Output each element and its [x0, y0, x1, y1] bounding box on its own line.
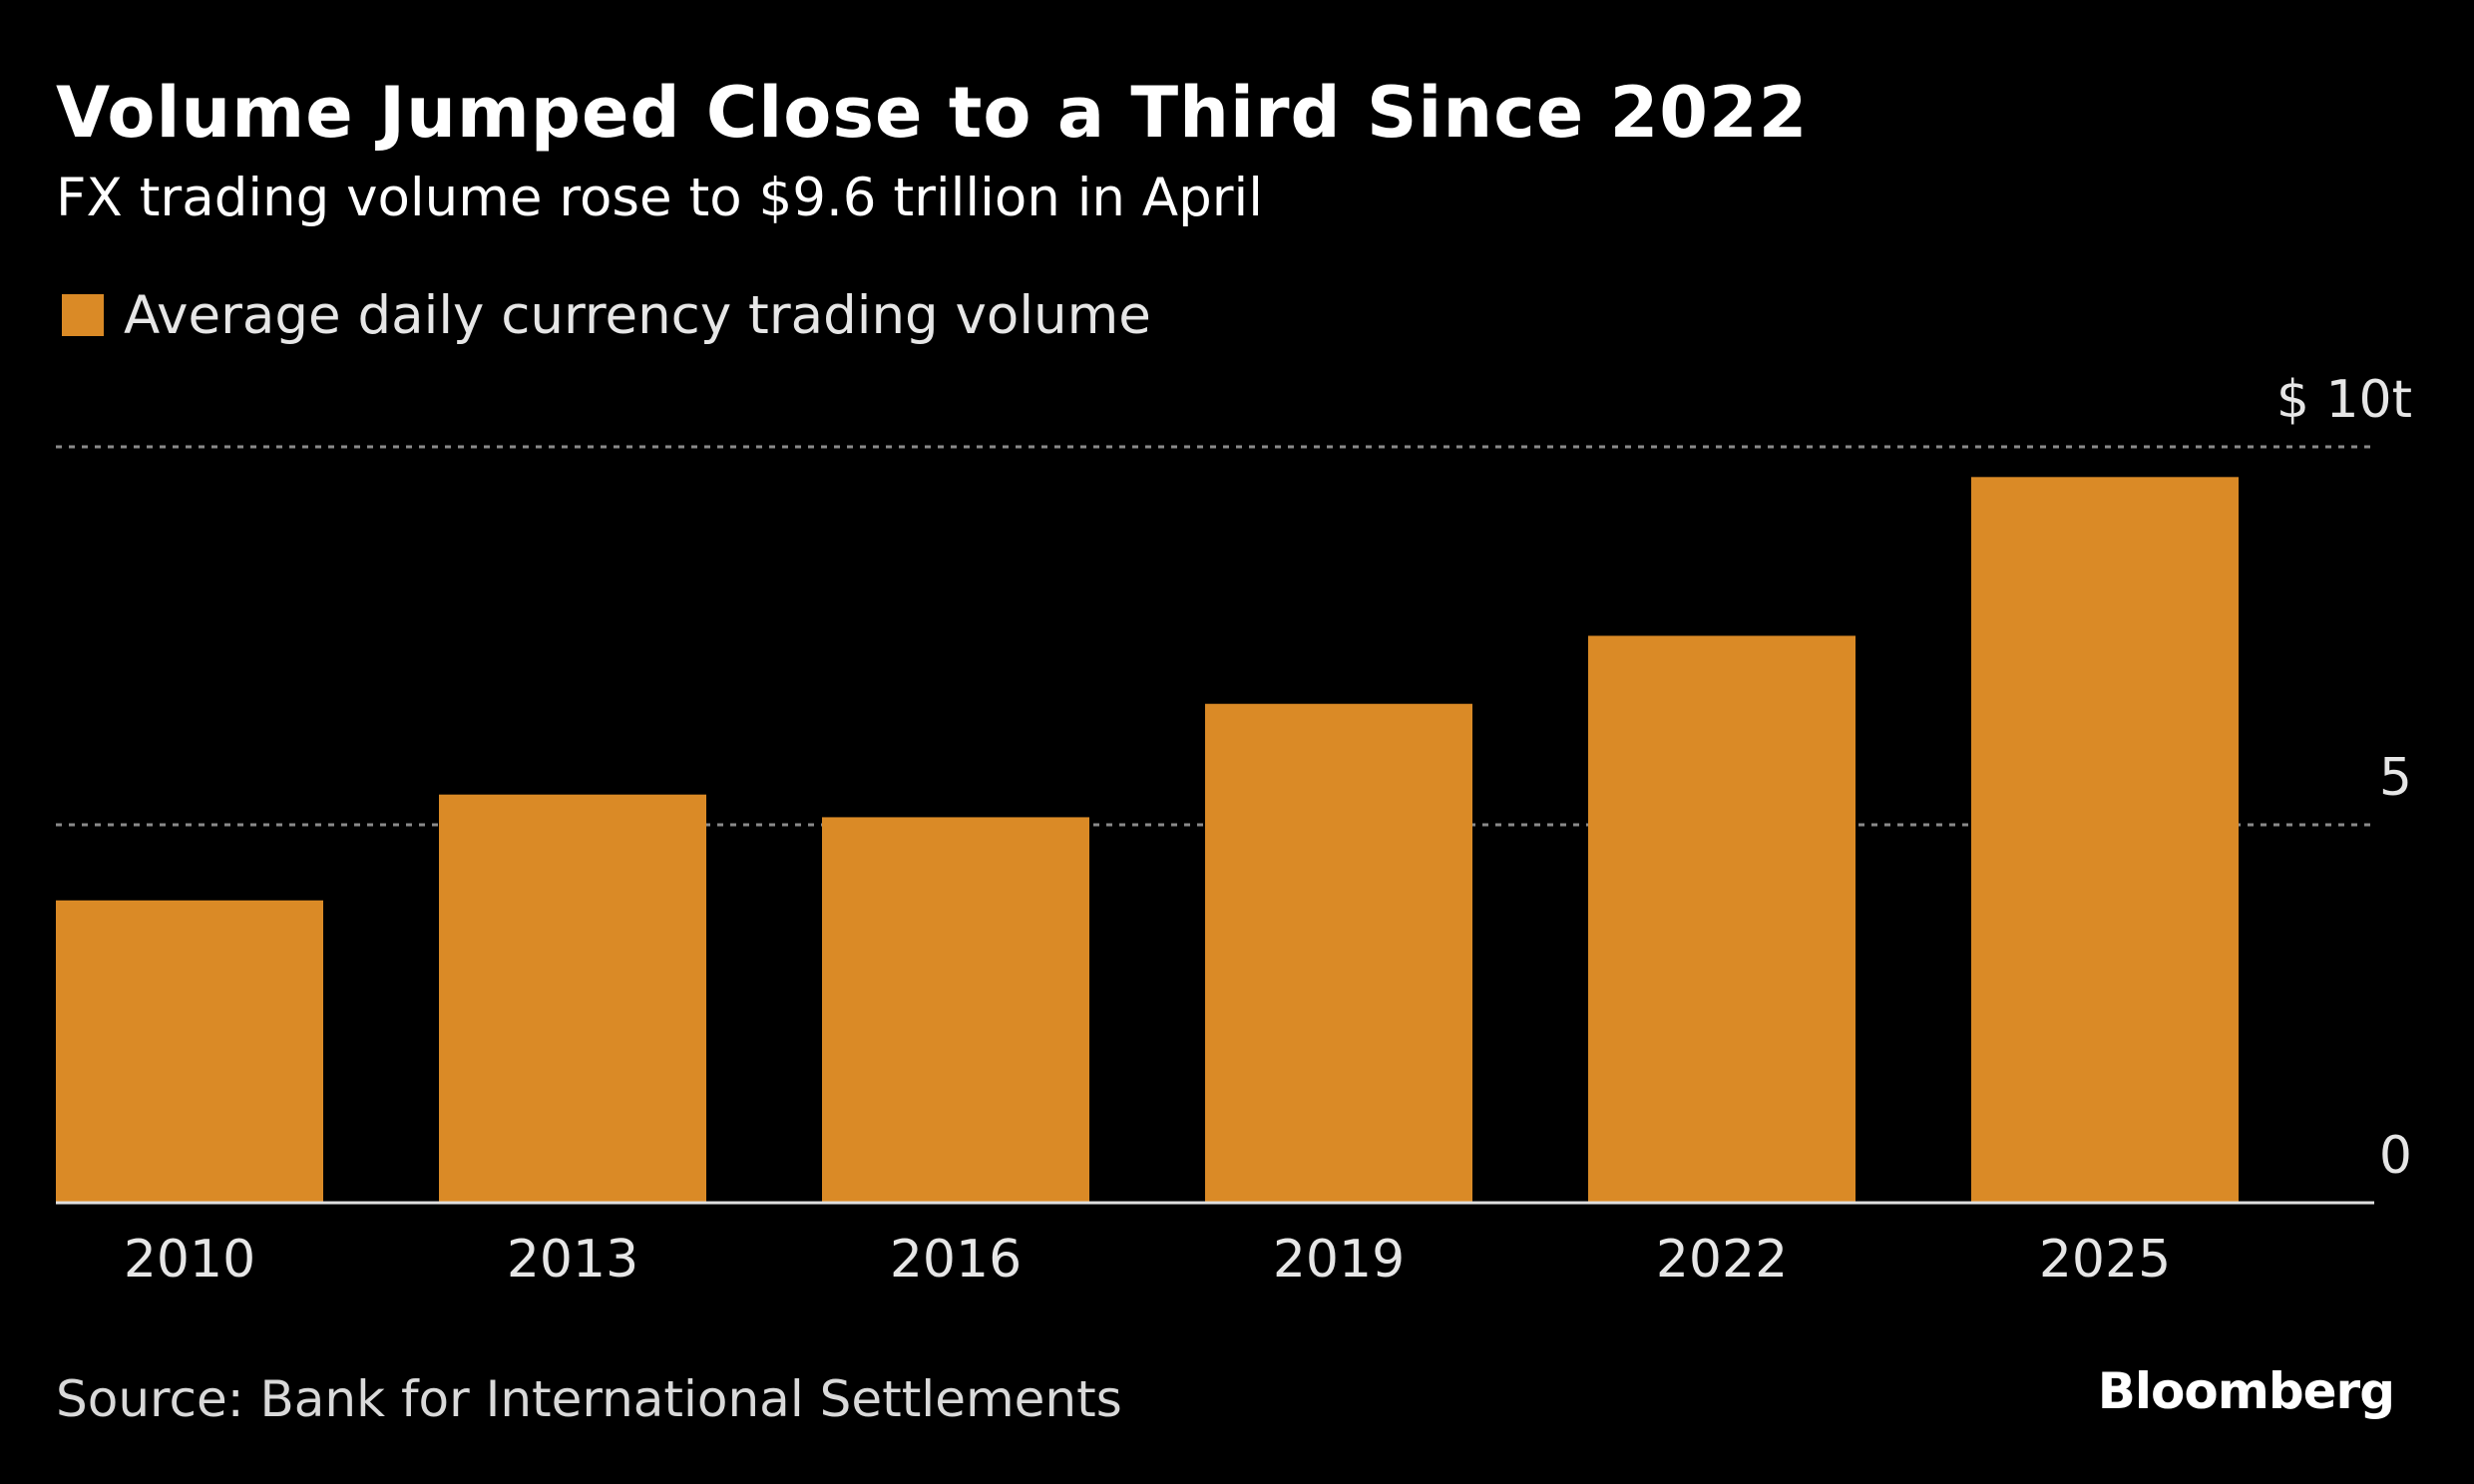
bar-2025 [1971, 477, 2239, 1203]
source-note: Source: Bank for International Settlemen… [56, 1370, 1122, 1428]
bar-2019 [1205, 703, 1472, 1203]
legend: Average daily currency trading volume [62, 287, 1151, 343]
legend-label: Average daily currency trading volume [124, 284, 1151, 346]
bars [56, 477, 2239, 1203]
y-tick-label: 0 [2379, 1126, 2412, 1186]
axes: 0 5 $ 10t 2010 2013 2016 2019 2022 2025 [56, 370, 2412, 1290]
bar-2010 [56, 900, 323, 1203]
y-tick-label: 5 [2379, 748, 2412, 808]
x-tick-label: 2013 [507, 1230, 638, 1290]
x-tick-label: 2025 [2039, 1230, 2171, 1290]
y-tick-label: $ 10t [2276, 370, 2412, 430]
legend-swatch [62, 294, 104, 336]
brand-logo: Bloomberg [2097, 1362, 2395, 1420]
x-tick-label: 2010 [124, 1230, 255, 1290]
chart-title: Volume Jumped Close to a Third Since 202… [56, 72, 1809, 154]
bar-2016 [822, 817, 1089, 1203]
x-tick-label: 2019 [1273, 1230, 1405, 1290]
bar-2013 [439, 794, 706, 1203]
x-tick-label: 2022 [1656, 1230, 1788, 1290]
chart-subtitle: FX trading volume rose to $9.6 trillion … [56, 168, 1263, 228]
x-tick-label: 2016 [890, 1230, 1022, 1290]
bar-2022 [1588, 635, 1856, 1203]
